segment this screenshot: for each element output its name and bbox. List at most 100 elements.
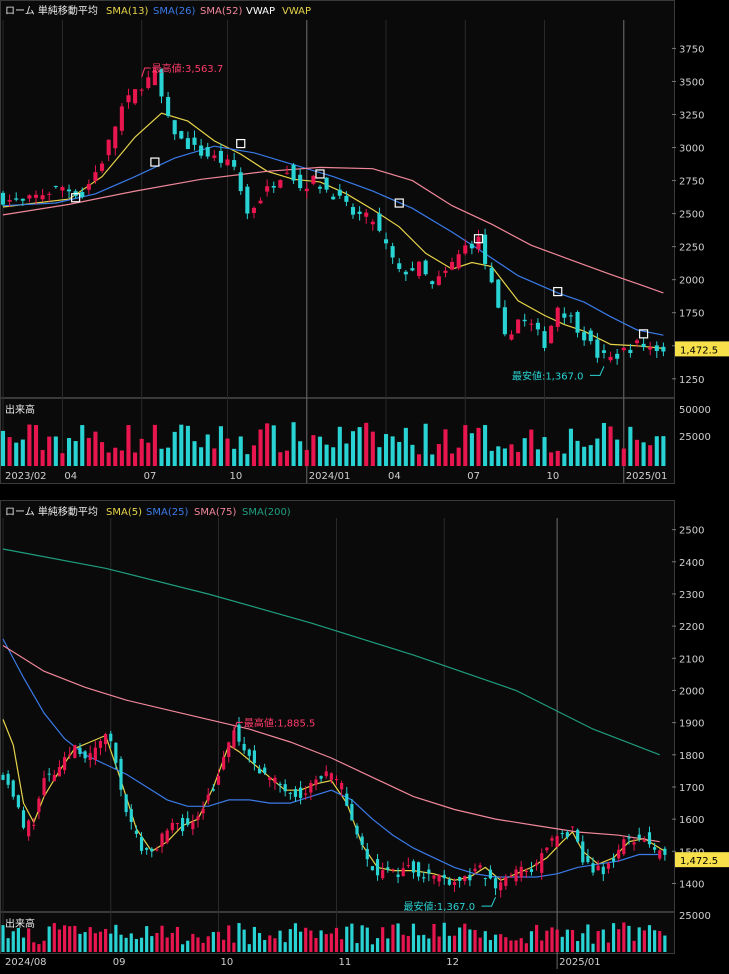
candle-body [237, 724, 241, 742]
volume-bar [483, 425, 488, 466]
candle-body [16, 795, 20, 808]
candle-body [42, 778, 46, 796]
volume-bar [211, 932, 215, 952]
candle-body [263, 767, 267, 774]
candle-body [601, 866, 605, 875]
candle-body [309, 783, 313, 793]
candle-body [37, 798, 41, 813]
volume-bar [575, 440, 580, 466]
candle-body [242, 743, 246, 751]
daily-last-price-tag-bg [675, 852, 729, 868]
candle-body [73, 745, 77, 758]
volume-bar [124, 937, 128, 952]
volume-bar [410, 444, 415, 466]
candle-body [622, 839, 626, 855]
candle-body [565, 832, 569, 838]
candle-body [417, 862, 421, 877]
volume-bar [383, 434, 389, 466]
volume-bar [100, 442, 105, 466]
volume-bar [596, 931, 600, 952]
candle-body [357, 211, 362, 214]
candle-body [627, 837, 631, 839]
volume-bar [191, 933, 195, 952]
y-tick-label: 1700 [679, 783, 704, 794]
volume-bar [331, 447, 336, 466]
volume-bar [337, 426, 342, 466]
candle-body [238, 172, 243, 192]
volume-bar [377, 447, 382, 466]
x-tick-label: 2025/01 [626, 471, 668, 482]
candle-body [522, 319, 527, 322]
candle-body [317, 186, 323, 189]
volume-bar [37, 944, 41, 952]
volume-bar [456, 447, 461, 466]
vwap-marker [236, 138, 246, 149]
volume-bar [21, 937, 26, 952]
volume-bar [14, 442, 19, 466]
volume-bar [608, 426, 613, 466]
volume-bar [591, 943, 595, 952]
candle-body [68, 754, 72, 756]
candle-body [489, 267, 494, 283]
volume-bar [27, 424, 32, 466]
weekly-legend-vwap-yellow: VWAP [282, 6, 311, 17]
volume-bar [601, 929, 605, 952]
volume-bar [555, 450, 560, 466]
candle-body [145, 847, 149, 850]
volume-bar [288, 929, 292, 952]
weekly-low-annotation: 最安値:1,367.0 [512, 366, 605, 382]
candle-body [47, 773, 51, 775]
daily-volume-bars [1, 922, 667, 952]
weekly-volume-tick-50000: 50000 [679, 405, 711, 416]
candle-body [632, 842, 636, 845]
candle-body [483, 234, 488, 264]
volume-bar [227, 925, 231, 952]
volume-bar [212, 448, 217, 466]
vwap-marker [553, 286, 563, 297]
volume-bar [1, 925, 5, 952]
volume-bar [109, 933, 113, 952]
weekly-legend-sma52: SMA(52) [200, 6, 242, 17]
candle-body [383, 239, 389, 244]
sma-line-sma75 [2, 644, 660, 843]
candle-body [524, 870, 528, 872]
candle-body [483, 878, 487, 880]
weekly-title: ローム 単純移動平均 [5, 4, 98, 17]
candle-body [615, 353, 620, 359]
x-tick-label: 2024/08 [5, 957, 47, 968]
daily-last-price-tag: 1,472.5 [675, 852, 729, 868]
candle-body [568, 315, 573, 317]
candle-body [283, 784, 287, 792]
candle-body [100, 163, 105, 171]
candle-body [278, 783, 282, 786]
volume-bar [417, 935, 421, 952]
weekly-legend-vwap-white: VWAP [246, 6, 275, 17]
candle-body [581, 841, 585, 863]
candle-body [278, 179, 283, 188]
candle-body [298, 174, 303, 189]
candle-body [284, 172, 290, 174]
volume-bar [586, 924, 590, 952]
volume-bar [298, 931, 303, 952]
volume-bar [160, 925, 164, 952]
daily-title: ローム 単純移動平均 [5, 505, 98, 518]
candle-body [458, 877, 462, 881]
weekly-y-axis: 1250150017502000225025002750300032503500… [672, 44, 704, 386]
weekly-sma-lines [2, 112, 664, 349]
volume-bar [192, 441, 197, 466]
candle-body [642, 840, 646, 842]
volume-bar [180, 944, 185, 952]
candle-body [473, 868, 477, 872]
daily-high-annotation: 最高値:1,885.5 [233, 716, 315, 732]
volume-bar [648, 445, 653, 466]
candle-body [560, 833, 564, 835]
volume-bar [311, 435, 316, 466]
candle-body [129, 809, 133, 823]
candle-body [611, 858, 616, 862]
candle-body [185, 138, 190, 149]
volume-bar [66, 438, 72, 466]
vwap-marker [638, 329, 649, 339]
volume-bar [179, 424, 184, 466]
daily-volume-tick-25000: 25000 [679, 911, 711, 922]
candle-body [519, 866, 523, 878]
